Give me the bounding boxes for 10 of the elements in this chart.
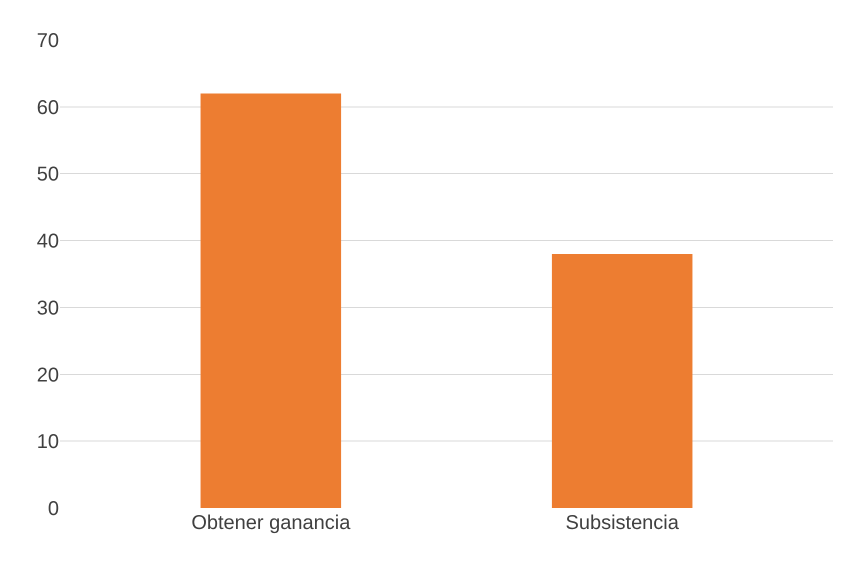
y-tick-label: 30 [36, 297, 59, 320]
y-tick-label: 70 [36, 30, 59, 52]
y-tick-label: 20 [36, 364, 59, 386]
y-tick-label: 40 [36, 230, 59, 253]
y-tick-label: 60 [36, 96, 59, 119]
x-tick-label: Obtener ganancia [191, 512, 352, 534]
x-tick-label: Subsistencia [565, 512, 680, 534]
y-tick-label: 0 [48, 498, 59, 520]
y-tick-label: 10 [36, 431, 59, 454]
y-tick-label: 50 [36, 164, 59, 186]
